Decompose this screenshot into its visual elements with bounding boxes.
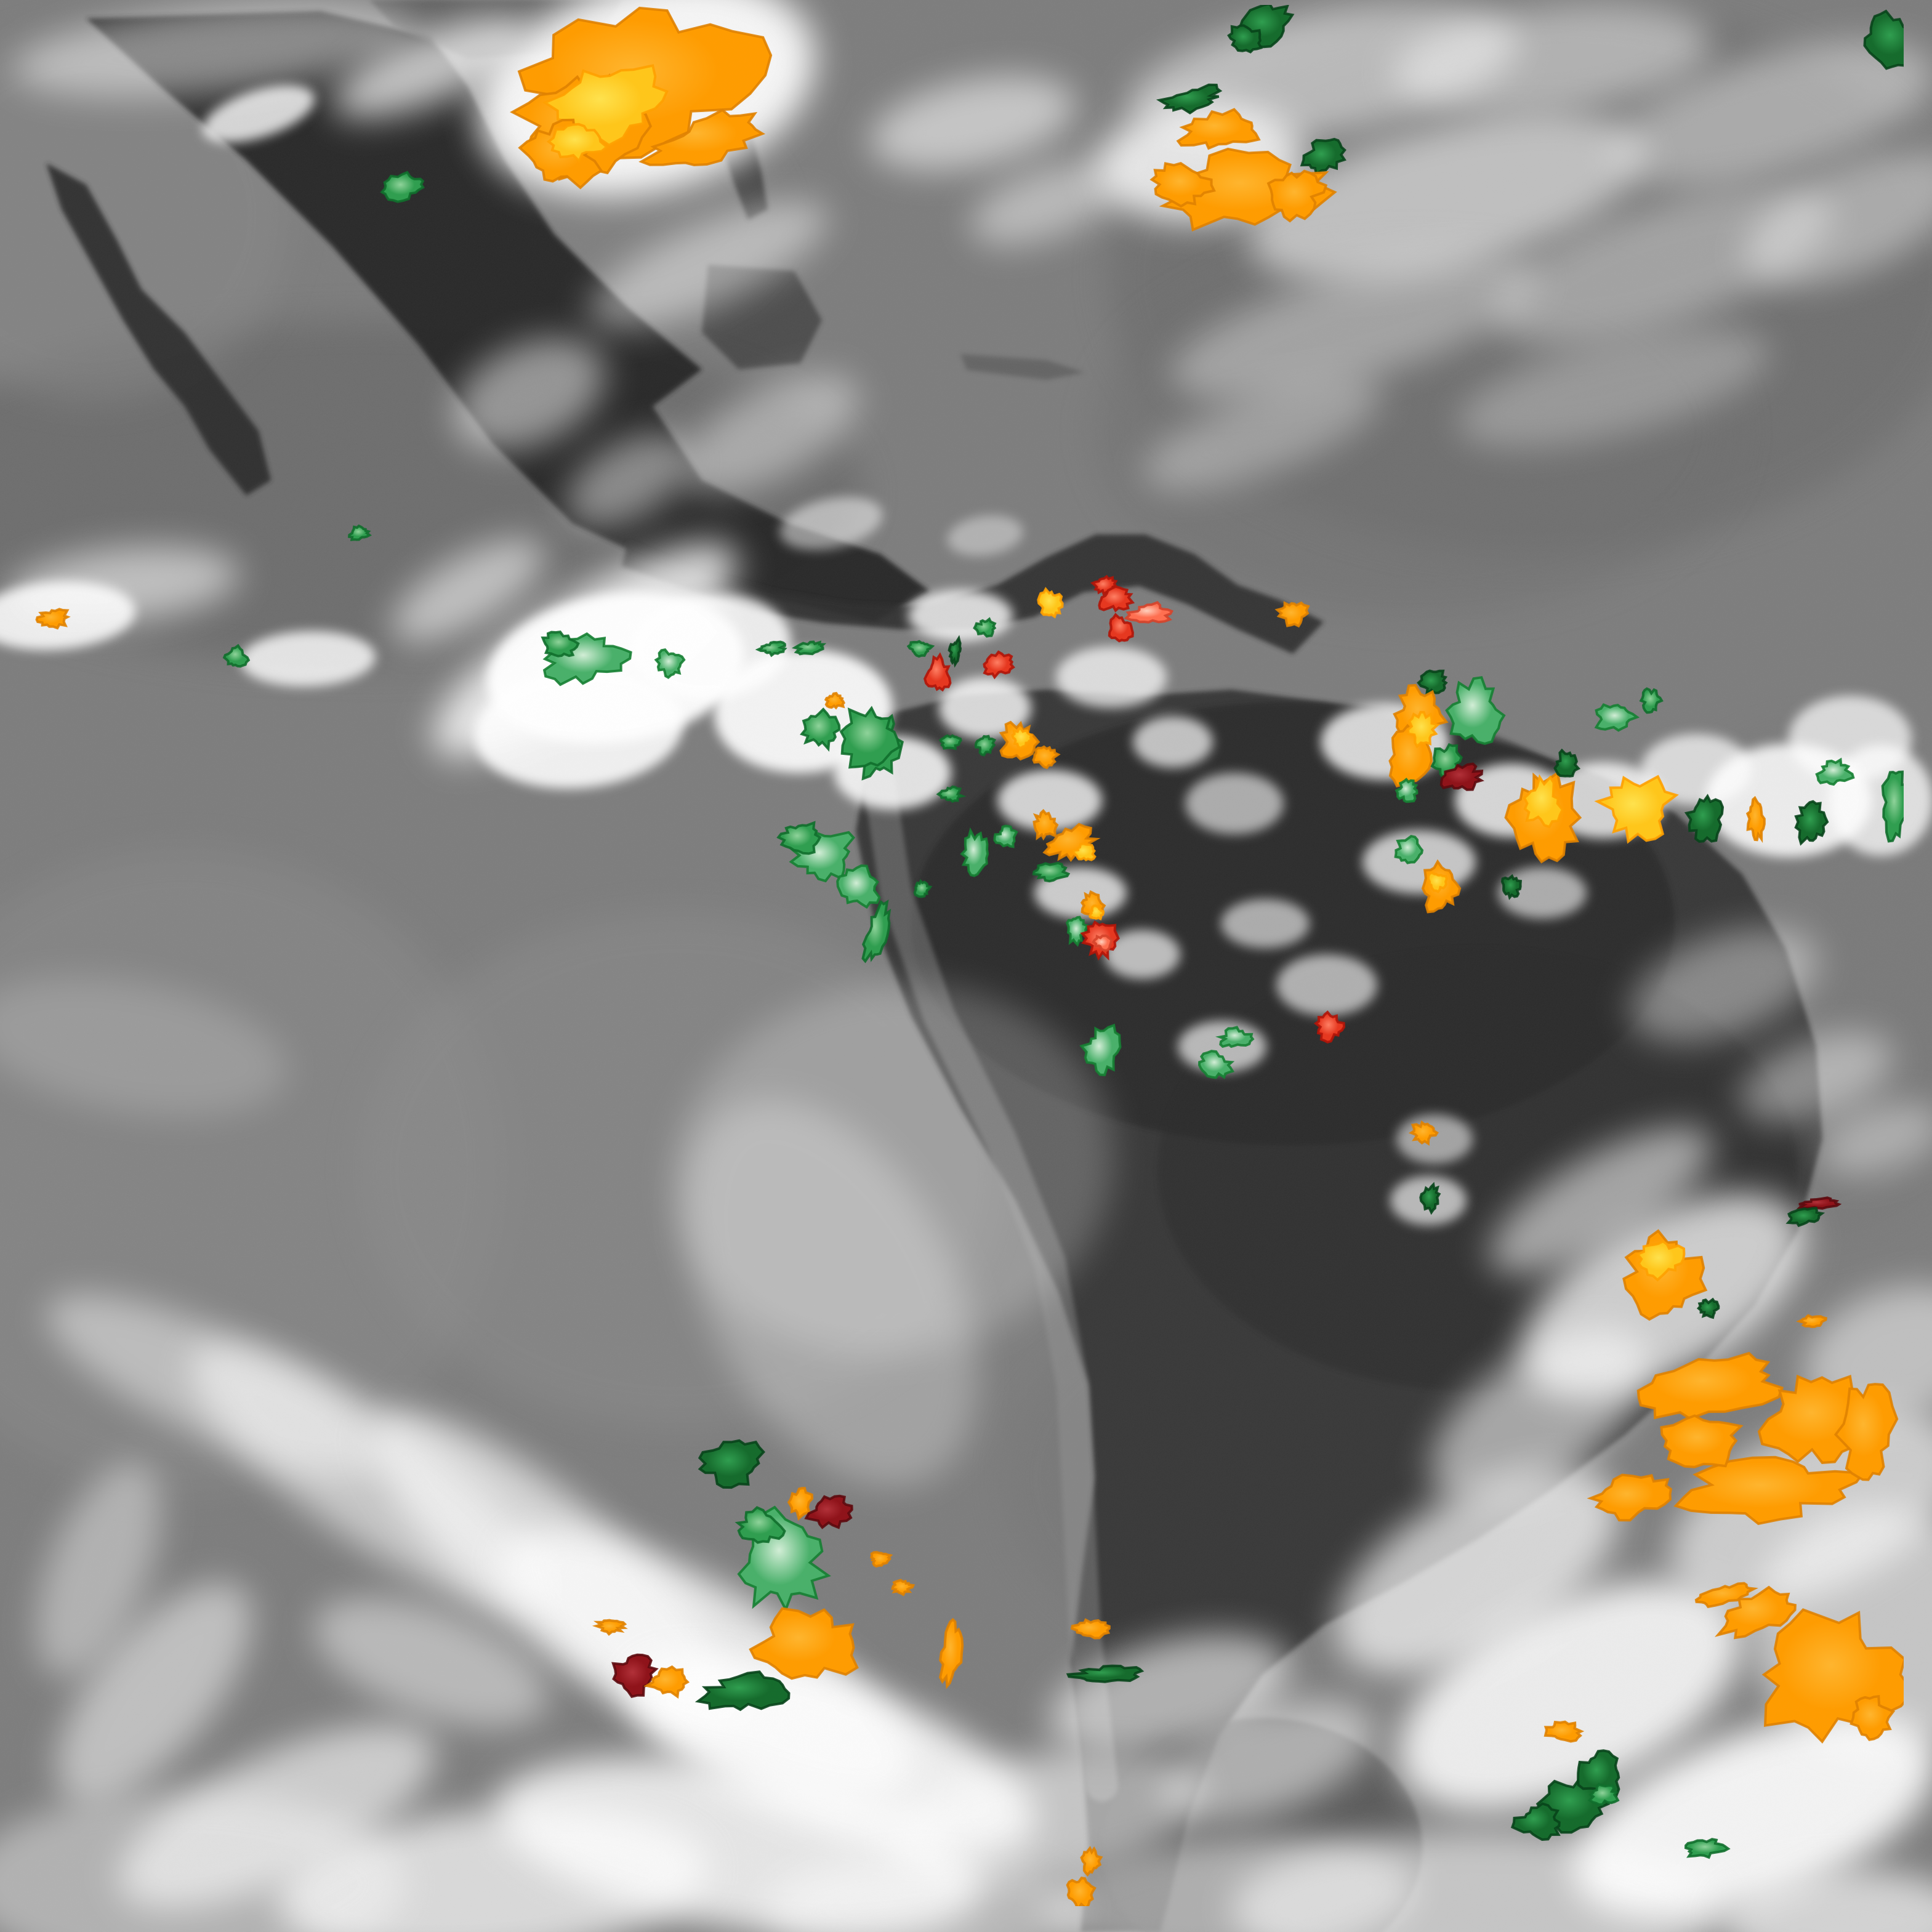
satellite-ir-map (0, 0, 1932, 1932)
satellite-map-canvas (0, 0, 1932, 1932)
overlay-grain (0, 0, 1932, 1932)
